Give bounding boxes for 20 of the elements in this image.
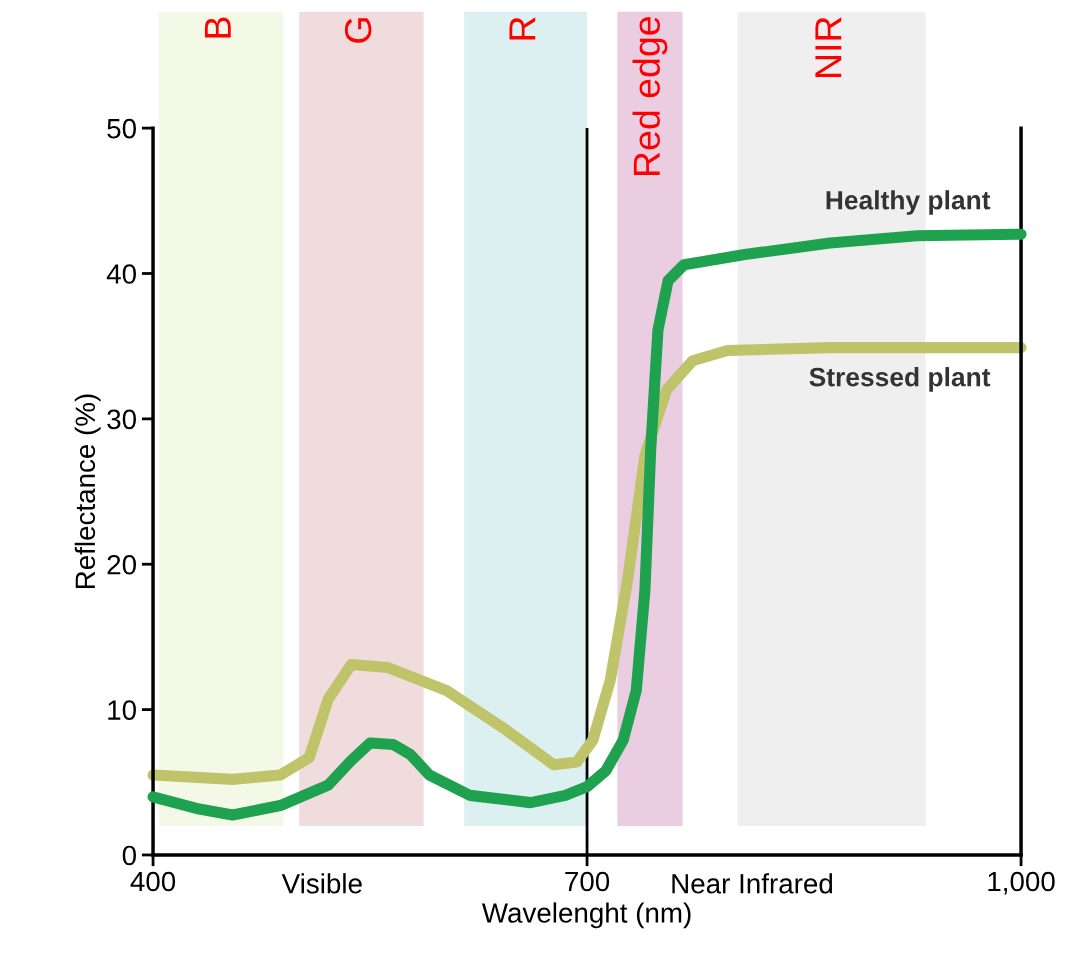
y-tick-label: 40	[106, 264, 136, 284]
y-axis-title: Reflectance (%)	[74, 394, 101, 589]
band-label: Red edge	[632, 17, 668, 175]
x-axis-title: Wavelenght (nm)	[481, 902, 691, 929]
y-tick-label: 10	[108, 700, 136, 720]
x-tick-label: 1,000	[988, 871, 1055, 895]
x-tick-label: 700	[565, 871, 610, 892]
y-tick-label: 20	[107, 554, 136, 575]
band-label: R	[509, 17, 536, 40]
y-tick-label: 30	[107, 409, 136, 430]
y-tick-label: 0	[122, 845, 136, 866]
series-label: Stressed plant	[809, 367, 991, 392]
series-label: Healthy plant	[826, 190, 991, 215]
band-label: NIR	[815, 17, 842, 77]
y-tick-label: 50	[107, 118, 136, 139]
x-tick-label: 400	[130, 871, 176, 892]
band-label: G	[344, 18, 372, 43]
text: Visible	[281, 873, 362, 894]
text: Near Infrared	[672, 873, 833, 894]
band-label: B	[204, 17, 231, 38]
